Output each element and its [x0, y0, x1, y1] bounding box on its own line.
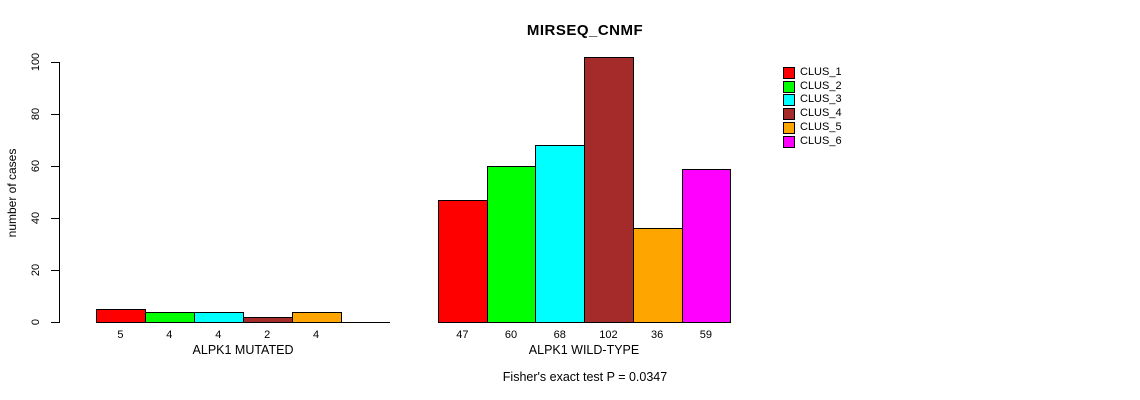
- bar-value-label-clus_1-wild-type: 47: [456, 329, 469, 341]
- bar-value-label-clus_4-mutated: 2: [264, 329, 271, 341]
- y-tick-label-0: 0: [30, 318, 42, 326]
- chart-title: MIRSEQ_CNMF: [526, 22, 644, 39]
- bar-value-label-clus_5-mutated: 4: [312, 329, 320, 341]
- y-tick-0: [51, 322, 59, 323]
- legend-label-clus_2: CLUS_2: [800, 80, 842, 92]
- bar-value-label-clus_4-wild-type: 102: [599, 329, 618, 341]
- legend-item-clus_3: CLUS_3: [783, 93, 842, 106]
- bar-clus_4-wild-type: [584, 57, 634, 323]
- bar-clus_6-wild-type: [682, 169, 731, 323]
- y-tick-label-60: 60: [30, 159, 42, 173]
- bar-value-label-clus_3-mutated: 4: [215, 329, 222, 341]
- bar-clus_2-mutated: [145, 312, 195, 323]
- y-tick-label-100: 100: [30, 52, 42, 72]
- bar-clus_2-wild-type: [487, 166, 536, 323]
- x-axis-label-alpk1-mutated: ALPK1 MUTATED: [192, 343, 294, 357]
- legend-swatch-clus_6: [783, 135, 795, 148]
- bar-value-label-clus_6-wild-type: 59: [699, 329, 712, 341]
- bar-clus_6-mutated: [341, 322, 390, 323]
- legend-label-clus_4: CLUS_4: [800, 107, 842, 119]
- legend-swatch-clus_2: [783, 80, 795, 93]
- bar-clus_5-mutated: [292, 312, 342, 323]
- y-tick-label-20: 20: [30, 263, 42, 277]
- bar-clus_3-wild-type: [535, 145, 585, 323]
- bar-value-label-clus_1-mutated: 5: [117, 329, 124, 341]
- y-tick-100: [51, 62, 59, 63]
- y-tick-label-40: 40: [30, 211, 42, 225]
- legend-label-clus_6: CLUS_6: [800, 135, 842, 147]
- x-axis-label-alpk1-wild-type: ALPK1 WILD-TYPE: [528, 343, 640, 357]
- y-axis-line: [59, 62, 60, 323]
- y-tick-label-80: 80: [30, 107, 42, 121]
- legend-item-clus_4: CLUS_4: [783, 107, 842, 120]
- legend-label-clus_5: CLUS_5: [800, 121, 842, 133]
- y-axis-label: number of cases: [5, 148, 19, 238]
- legend-item-clus_2: CLUS_2: [783, 80, 842, 93]
- legend-swatch-clus_1: [783, 66, 795, 79]
- legend-swatch-clus_4: [783, 107, 795, 120]
- legend-item-clus_5: CLUS_5: [783, 121, 842, 134]
- bar-clus_3-mutated: [194, 312, 244, 323]
- footnote-fisher-test: Fisher's exact test P = 0.0347: [502, 370, 668, 384]
- bar-clus_1-wild-type: [438, 200, 488, 323]
- y-tick-20: [51, 270, 59, 271]
- bar-value-label-clus_3-wild-type: 68: [553, 329, 566, 341]
- legend-swatch-clus_5: [783, 121, 795, 134]
- y-tick-60: [51, 166, 59, 167]
- y-tick-40: [51, 218, 59, 219]
- bar-clus_4-mutated: [243, 317, 293, 323]
- bar-value-label-clus_5-wild-type: 36: [651, 329, 664, 341]
- legend-item-clus_6: CLUS_6: [783, 135, 842, 148]
- legend-item-clus_1: CLUS_1: [783, 66, 842, 79]
- legend-swatch-clus_3: [783, 93, 795, 106]
- bar-clus_5-wild-type: [633, 228, 683, 323]
- bar-value-label-clus_2-wild-type: 60: [504, 329, 518, 341]
- bar-value-label-clus_2-mutated: 4: [166, 329, 173, 341]
- y-tick-80: [51, 114, 59, 115]
- legend-label-clus_1: CLUS_1: [800, 66, 842, 78]
- legend-label-clus_3: CLUS_3: [800, 93, 842, 105]
- bar-clus_1-mutated: [96, 309, 146, 323]
